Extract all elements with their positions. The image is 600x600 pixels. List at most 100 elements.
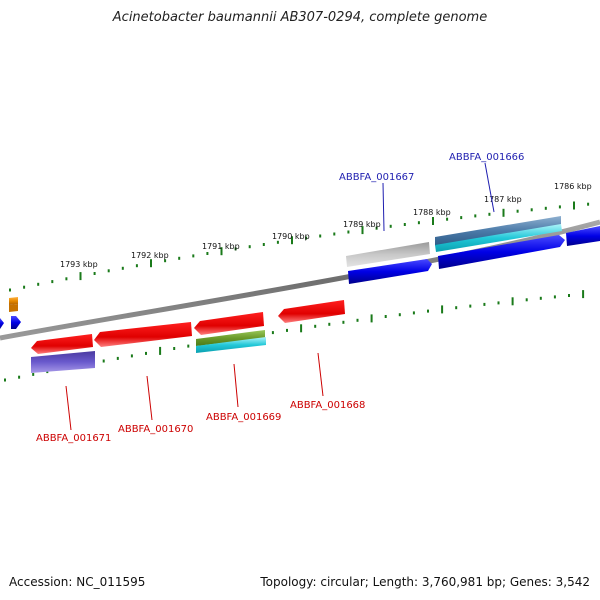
edge-blue-arrow[interactable]	[0, 318, 4, 329]
tick-label-1793: 1793 kbp	[60, 260, 98, 269]
map-title: Acinetobacter baumannii AB307-0294, comp…	[112, 10, 488, 25]
red-cds-668[interactable]	[278, 300, 345, 323]
minor-tick	[65, 277, 68, 281]
tick-label-1790: 1790 kbp	[272, 232, 310, 241]
minor-tick	[314, 324, 317, 328]
minor-tick	[525, 298, 528, 302]
minor-tick	[347, 230, 350, 234]
major-tick	[150, 259, 152, 268]
major-tick	[361, 226, 364, 235]
major-tick	[220, 247, 223, 256]
major-tick	[432, 217, 434, 225]
minor-tick	[164, 259, 167, 263]
minor-tick	[356, 318, 359, 322]
minor-tick	[319, 234, 322, 238]
major-tick	[582, 290, 585, 299]
minor-tick	[412, 311, 415, 315]
minor-tick	[102, 359, 105, 363]
blue-cds-edge[interactable]	[566, 226, 600, 246]
minor-tick	[93, 272, 96, 275]
minor-tick	[32, 372, 35, 376]
minor-tick	[544, 206, 547, 210]
minor-tick	[516, 209, 519, 213]
minor-tick	[483, 302, 486, 306]
gene-label-001669[interactable]: ABBFA_001669	[206, 412, 281, 423]
minor-tick	[121, 266, 124, 270]
minor-tick	[530, 208, 533, 212]
minor-tick	[539, 296, 542, 300]
minor-tick	[427, 309, 429, 313]
minor-tick	[375, 226, 378, 230]
gene-label-001670[interactable]: ABBFA_001670	[118, 424, 193, 435]
minor-tick	[116, 356, 119, 360]
minor-tick	[206, 252, 209, 255]
major-tick	[300, 324, 303, 333]
reverse-features	[31, 300, 345, 373]
olive-feature[interactable]	[196, 330, 265, 346]
tick-label-1789: 1789 kbp	[343, 220, 381, 229]
red-cds-669[interactable]	[194, 312, 264, 335]
minor-tick	[130, 354, 133, 358]
major-tick	[502, 208, 505, 217]
minor-tick	[558, 205, 561, 209]
orange-feature[interactable]	[9, 297, 18, 305]
minor-tick	[107, 269, 110, 273]
genome-summary: Topology: circular; Length: 3,760,981 bp…	[260, 575, 590, 589]
minor-tick	[23, 285, 26, 289]
tick-label-1786: 1786 kbp	[554, 182, 592, 191]
minor-tick	[488, 212, 491, 216]
minor-tick	[469, 304, 472, 308]
blue-cds-667[interactable]	[348, 259, 432, 284]
major-tick	[370, 314, 373, 323]
tick-label-1788: 1788 kbp	[413, 208, 451, 217]
leader-lines	[65, 162, 495, 431]
minor-tick	[474, 214, 477, 218]
small-blue-arrow[interactable]	[11, 316, 21, 329]
minor-tick	[460, 216, 463, 220]
minor-tick	[286, 328, 288, 332]
gene-label-001667[interactable]: ABBFA_001667	[339, 172, 414, 183]
outer-tick-track	[9, 201, 590, 292]
cyan-feature-fwd[interactable]	[435, 224, 562, 252]
gray-feature[interactable]	[346, 242, 430, 267]
minor-tick	[398, 313, 401, 317]
gene-label-001666[interactable]: ABBFA_001666	[449, 152, 524, 163]
major-tick	[291, 236, 293, 245]
minor-tick	[276, 240, 279, 244]
minor-tick	[18, 375, 21, 379]
minor-tick	[4, 378, 6, 382]
forward-features	[0, 216, 600, 329]
minor-tick	[187, 344, 190, 348]
cyan-feature-rev[interactable]	[196, 337, 266, 353]
major-tick	[511, 297, 514, 306]
major-tick	[441, 305, 444, 314]
steel-feature[interactable]	[435, 216, 561, 246]
gene-label-001668[interactable]: ABBFA_001668	[290, 400, 365, 411]
minor-tick	[248, 245, 251, 249]
gene-label-001671[interactable]: ABBFA_001671	[36, 433, 111, 444]
major-tick	[79, 272, 82, 281]
blue-cds-666[interactable]	[438, 235, 565, 269]
minor-tick	[389, 224, 392, 228]
major-tick	[573, 201, 575, 210]
red-cds-670[interactable]	[94, 322, 192, 347]
minor-tick	[333, 232, 336, 236]
minor-tick	[455, 306, 458, 310]
minor-tick	[497, 301, 500, 305]
orange-feature-lower[interactable]	[9, 304, 18, 312]
tick-label-1787: 1787 kbp	[484, 195, 522, 204]
minor-tick	[384, 315, 387, 318]
minor-tick	[446, 217, 449, 221]
minor-tick	[51, 280, 54, 284]
minor-tick	[553, 295, 556, 299]
minor-tick	[568, 294, 570, 297]
minor-tick	[145, 351, 147, 355]
minor-tick	[9, 288, 11, 292]
minor-tick	[271, 331, 274, 335]
red-cds-671[interactable]	[31, 334, 93, 354]
minor-tick	[328, 322, 331, 326]
minor-tick	[234, 247, 237, 251]
purple-feature[interactable]	[31, 351, 95, 373]
tick-label-1791: 1791 kbp	[202, 242, 240, 251]
